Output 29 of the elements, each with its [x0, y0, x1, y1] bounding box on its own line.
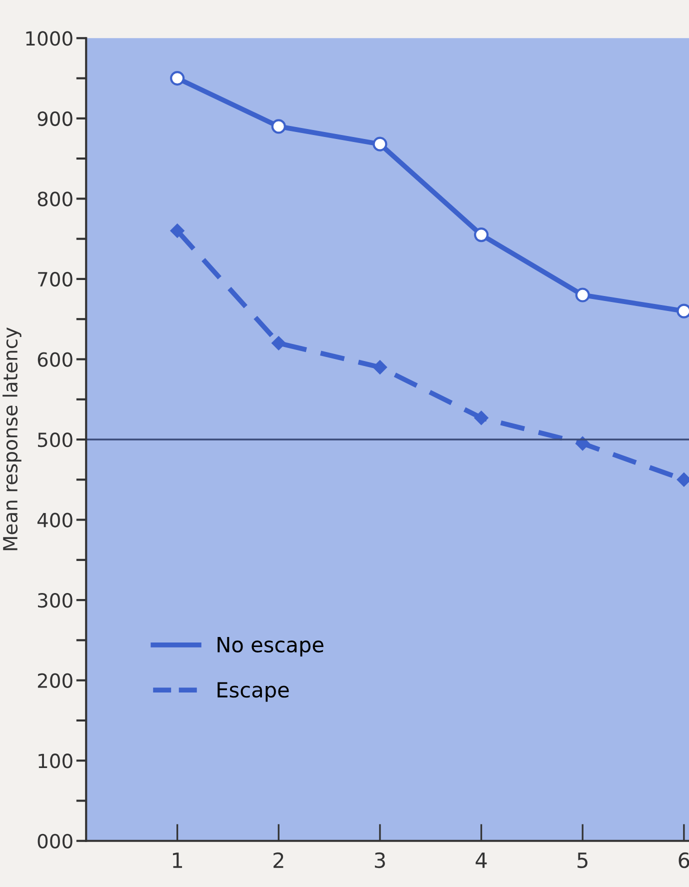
legend-label: No escape — [218, 637, 324, 657]
y-tick-label: 400 — [37, 512, 72, 528]
y-tick-label: 600 — [38, 352, 72, 367]
y-tick-label: 300 — [38, 593, 72, 608]
x-tick-label: 5 — [578, 852, 588, 868]
x-tick-label: 2 — [274, 852, 284, 868]
point — [271, 119, 286, 134]
y-tick-label: 700 — [38, 272, 72, 287]
point — [575, 288, 590, 302]
y-tick-label: 800 — [38, 192, 72, 206]
y-tick-label: 100 — [38, 754, 72, 768]
legend-label: Escape — [218, 682, 289, 702]
point — [474, 228, 489, 242]
point — [272, 336, 286, 350]
y-axis-title: Mean response latency — [2, 328, 22, 550]
y-tick-label: 900 — [38, 111, 72, 126]
point — [170, 224, 184, 238]
point — [373, 360, 387, 374]
x-tick-label: 6 — [678, 852, 689, 868]
y-tick-label: 000 — [38, 834, 72, 849]
y-tick-label: 1000 — [26, 31, 72, 46]
x-tick-label: 4 — [476, 852, 487, 868]
point — [170, 70, 185, 86]
y-tick-label: 200 — [38, 673, 72, 688]
y-tick-label: 500 — [38, 432, 72, 448]
x-tick-label: 1 — [172, 852, 182, 868]
point — [372, 136, 388, 152]
x-tick-label: 3 — [374, 852, 385, 868]
point — [474, 410, 488, 425]
